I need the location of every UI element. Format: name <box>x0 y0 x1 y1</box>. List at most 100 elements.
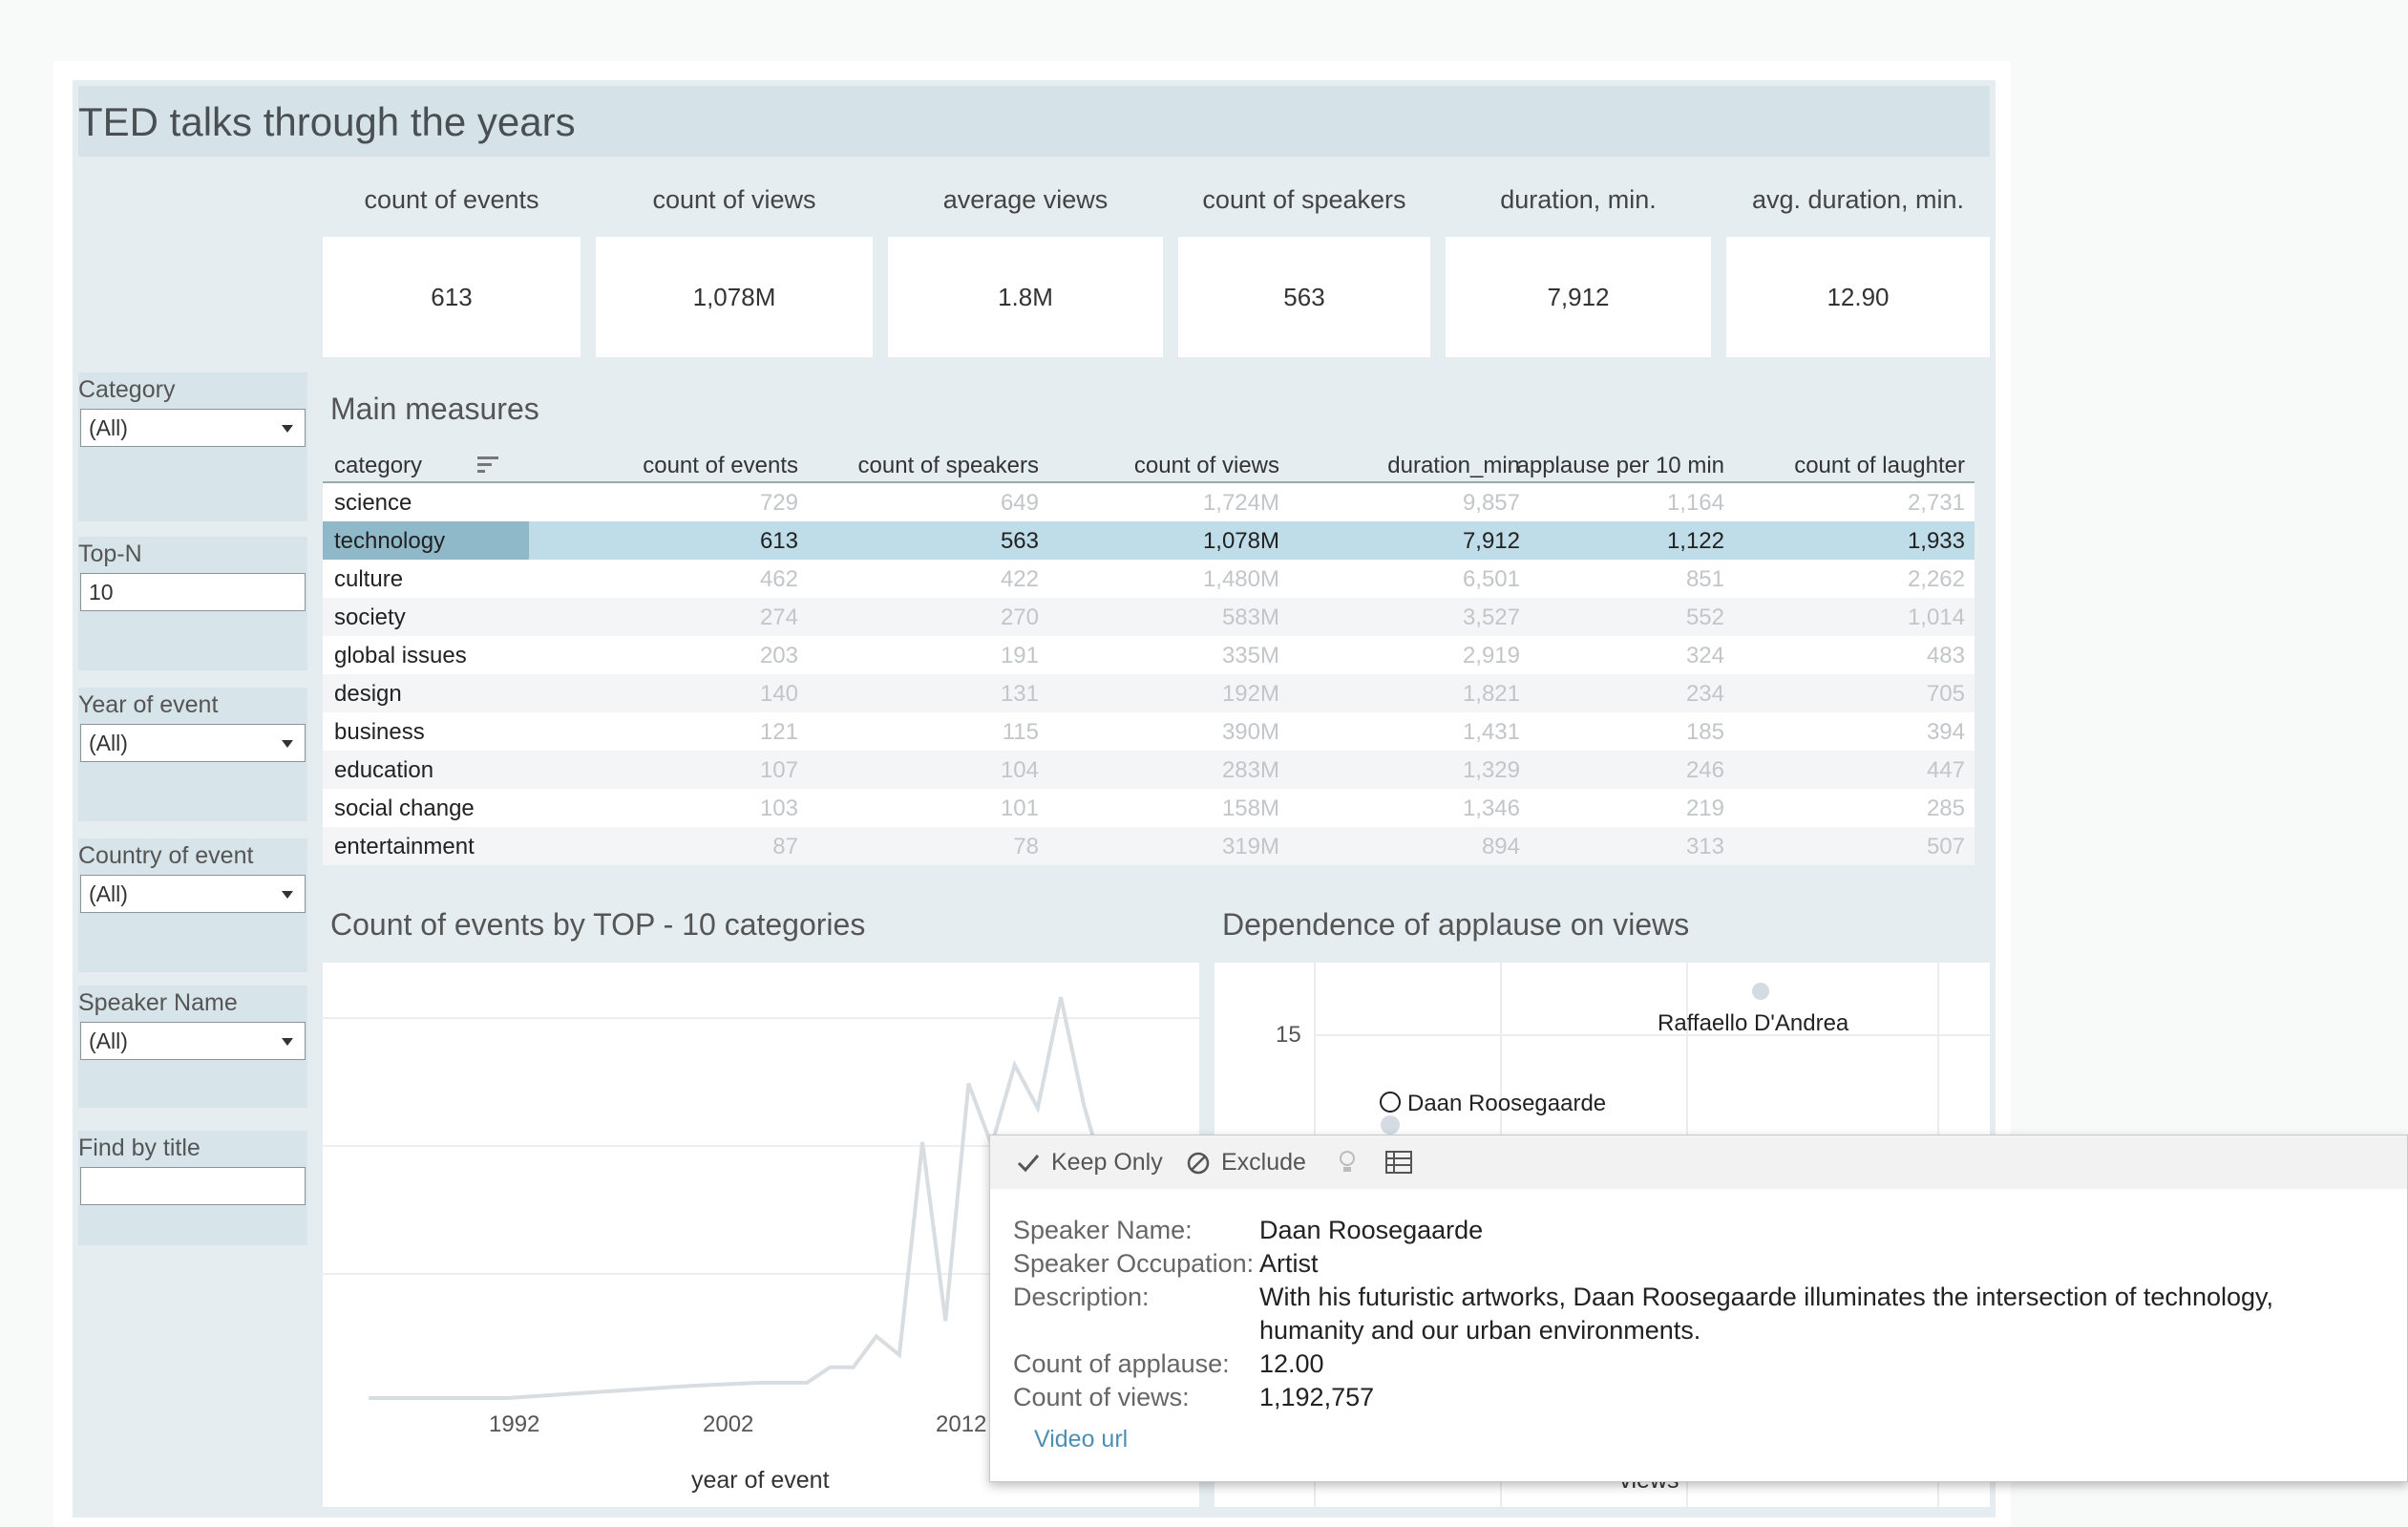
table-cell-category[interactable]: society <box>334 604 406 630</box>
lightbulb-icon[interactable] <box>1338 1149 1357 1176</box>
table-cell[interactable]: 1,480M <box>1202 566 1279 592</box>
col-header-views[interactable]: count of views <box>1133 453 1279 478</box>
table-cell[interactable]: 319M <box>1221 834 1279 859</box>
table-cell[interactable]: 104 <box>1000 757 1039 783</box>
scatter-point-selected[interactable] <box>1380 1092 1401 1113</box>
table-cell[interactable]: 1,329 <box>1462 757 1520 783</box>
table-cell[interactable]: 462 <box>759 566 798 592</box>
sort-icon[interactable] <box>477 456 500 476</box>
table-cell-category[interactable]: technology <box>334 528 446 554</box>
table-cell-category[interactable]: design <box>334 681 402 707</box>
table-cell[interactable]: 705 <box>1926 681 1965 707</box>
table-cell[interactable]: 2,262 <box>1907 566 1965 592</box>
table-cell-category[interactable]: culture <box>334 566 404 592</box>
speaker-dropdown[interactable]: (All) <box>80 1022 306 1060</box>
table-row[interactable]: science 729 649 1,724M 9,857 1,164 2,731 <box>323 483 1975 521</box>
col-header-speakers[interactable]: count of speakers <box>857 453 1039 478</box>
table-cell[interactable]: 285 <box>1926 795 1965 821</box>
table-cell[interactable]: 140 <box>759 681 798 707</box>
table-cell[interactable]: 894 <box>1481 834 1520 859</box>
table-cell[interactable]: 851 <box>1685 566 1724 592</box>
table-row[interactable]: society 274 270 583M 3,527 552 1,014 <box>323 598 1975 636</box>
col-header-applause[interactable]: applause per 10 min <box>1516 453 1724 478</box>
table-cell[interactable]: 203 <box>759 643 798 668</box>
table-cell[interactable]: 613 <box>759 528 798 554</box>
video-url-link[interactable]: Video url <box>1034 1426 1129 1453</box>
year-dropdown[interactable]: (All) <box>80 724 306 762</box>
table-cell[interactable]: 394 <box>1926 719 1965 745</box>
exclude-button[interactable]: Exclude <box>1221 1149 1306 1176</box>
scatter-point[interactable] <box>1381 1115 1400 1135</box>
view-data-icon[interactable] <box>1385 1151 1412 1174</box>
table-row[interactable]: design 140 131 192M 1,821 234 705 <box>323 674 1975 712</box>
table-cell[interactable]: 283M <box>1221 757 1279 783</box>
table-cell[interactable]: 1,078M <box>1202 528 1279 554</box>
country-dropdown[interactable]: (All) <box>80 875 306 913</box>
table-cell[interactable]: 1,431 <box>1462 719 1520 745</box>
table-row[interactable]: global issues 203 191 335M 2,919 324 483 <box>323 636 1975 674</box>
table-cell[interactable]: 121 <box>759 719 798 745</box>
scatter-point[interactable] <box>1752 983 1769 1000</box>
table-cell[interactable]: 2,731 <box>1907 490 1965 516</box>
table-cell[interactable]: 1,164 <box>1666 490 1724 516</box>
table-cell[interactable]: 274 <box>759 604 798 630</box>
table-cell[interactable]: 185 <box>1685 719 1724 745</box>
table-cell[interactable]: 507 <box>1926 834 1965 859</box>
table-cell[interactable]: 422 <box>1000 566 1039 592</box>
table-cell[interactable]: 234 <box>1685 681 1724 707</box>
table-cell[interactable]: 1,821 <box>1462 681 1520 707</box>
table-cell[interactable]: 1,724M <box>1202 490 1279 516</box>
table-cell[interactable]: 107 <box>759 757 798 783</box>
table-cell[interactable]: 219 <box>1685 795 1724 821</box>
table-row[interactable]: technology 613 563 1,078M 7,912 1,122 1,933 <box>323 521 1975 560</box>
table-cell[interactable]: 483 <box>1926 643 1965 668</box>
table-row[interactable]: culture 462 422 1,480M 6,501 851 2,262 <box>323 560 1975 598</box>
table-cell[interactable]: 552 <box>1685 604 1724 630</box>
table-cell-category[interactable]: business <box>334 719 425 745</box>
col-header-category[interactable]: category <box>334 453 423 478</box>
table-cell[interactable]: 192M <box>1221 681 1279 707</box>
col-header-duration[interactable]: duration_min <box>1387 453 1520 478</box>
table-cell[interactable]: 87 <box>772 834 798 859</box>
table-cell[interactable]: 447 <box>1926 757 1965 783</box>
table-cell[interactable]: 246 <box>1685 757 1724 783</box>
table-cell[interactable]: 6,501 <box>1462 566 1520 592</box>
col-header-laughter[interactable]: count of laughter <box>1794 453 1965 478</box>
table-cell[interactable]: 7,912 <box>1462 528 1520 554</box>
table-cell[interactable]: 390M <box>1221 719 1279 745</box>
table-cell[interactable]: 335M <box>1221 643 1279 668</box>
table-cell[interactable]: 191 <box>1000 643 1039 668</box>
table-cell[interactable]: 158M <box>1221 795 1279 821</box>
category-dropdown[interactable]: (All) <box>80 409 306 447</box>
table-cell[interactable]: 1,933 <box>1907 528 1965 554</box>
table-cell[interactable]: 78 <box>1013 834 1039 859</box>
table-cell[interactable]: 131 <box>1000 681 1039 707</box>
table-cell[interactable]: 101 <box>1000 795 1039 821</box>
table-cell[interactable]: 1,122 <box>1666 528 1724 554</box>
table-row[interactable]: business 121 115 390M 1,431 185 394 <box>323 712 1975 751</box>
table-cell[interactable]: 313 <box>1685 834 1724 859</box>
table-cell[interactable]: 3,527 <box>1462 604 1520 630</box>
keep-only-button[interactable]: Keep Only <box>1051 1149 1163 1176</box>
table-cell[interactable]: 1,014 <box>1907 604 1965 630</box>
table-cell[interactable]: 324 <box>1685 643 1724 668</box>
table-cell[interactable]: 729 <box>759 490 798 516</box>
table-cell-category[interactable]: entertainment <box>334 834 475 859</box>
topn-input[interactable]: 10 <box>80 573 306 611</box>
table-cell-category[interactable]: global issues <box>334 643 467 668</box>
col-header-events[interactable]: count of events <box>643 453 798 478</box>
table-cell[interactable]: 563 <box>1000 528 1039 554</box>
table-cell[interactable]: 9,857 <box>1462 490 1520 516</box>
table-cell-category[interactable]: social change <box>334 795 475 821</box>
table-cell[interactable]: 103 <box>759 795 798 821</box>
table-cell-category[interactable]: education <box>334 757 434 783</box>
table-cell[interactable]: 649 <box>1000 490 1039 516</box>
table-cell[interactable]: 270 <box>1000 604 1039 630</box>
table-cell-category[interactable]: science <box>334 490 412 516</box>
table-cell[interactable]: 1,346 <box>1462 795 1520 821</box>
find-by-title-input[interactable] <box>80 1167 306 1205</box>
table-cell[interactable]: 2,919 <box>1462 643 1520 668</box>
table-row[interactable]: entertainment 87 78 319M 894 313 507 <box>323 827 1975 865</box>
table-cell[interactable]: 115 <box>1002 719 1039 745</box>
table-row[interactable]: social change 103 101 158M 1,346 219 285 <box>323 789 1975 827</box>
